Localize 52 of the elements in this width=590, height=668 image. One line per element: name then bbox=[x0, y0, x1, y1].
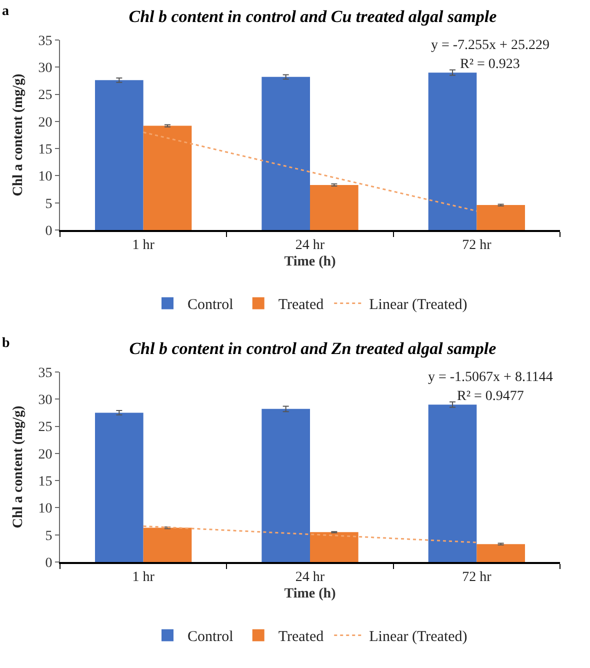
bar bbox=[95, 80, 144, 230]
y-tick-label: 30 bbox=[38, 393, 52, 408]
y-tick-label: 15 bbox=[38, 142, 52, 158]
x-tick-label: 24 hr bbox=[295, 238, 325, 253]
x-tick-label: 1 hr bbox=[132, 570, 155, 585]
y-tick-label: 20 bbox=[38, 447, 52, 462]
bar bbox=[143, 126, 192, 230]
bar bbox=[428, 404, 477, 562]
y-tick-label: 0 bbox=[45, 556, 52, 571]
y-tick-label: 5 bbox=[45, 196, 52, 212]
x-axis-title: Time (h) bbox=[284, 586, 336, 602]
y-tick-label: 5 bbox=[45, 528, 52, 544]
legend-label: Control bbox=[188, 297, 234, 314]
y-tick-label: 0 bbox=[45, 224, 52, 239]
annotation: y = -1.5067x + 8.1144 bbox=[428, 370, 553, 385]
x-axis-title: Time (h) bbox=[284, 254, 336, 270]
bar bbox=[476, 544, 525, 562]
x-tick-label: 72 hr bbox=[462, 238, 492, 253]
y-tick-label: 15 bbox=[38, 474, 52, 490]
y-tick-label: 30 bbox=[38, 61, 52, 76]
bar bbox=[262, 408, 310, 562]
bar bbox=[143, 528, 192, 562]
annotation: R² = 0.9477 bbox=[457, 389, 524, 404]
y-tick-label: 10 bbox=[38, 170, 52, 185]
y-tick-label: 35 bbox=[38, 366, 52, 381]
legend-label: Treated bbox=[278, 629, 324, 646]
legend-label: Linear (Treated) bbox=[369, 297, 468, 314]
y-tick-label: 10 bbox=[38, 502, 52, 517]
x-tick-label: 72 hr bbox=[462, 570, 492, 585]
bar bbox=[476, 205, 525, 230]
y-tick-label: 25 bbox=[38, 88, 52, 104]
x-tick-label: 1 hr bbox=[132, 238, 155, 253]
text: a bbox=[2, 4, 9, 19]
legend-label: Control bbox=[188, 629, 234, 646]
annotation: y = -7.255x + 25.229 bbox=[431, 38, 550, 53]
y-tick-label: 20 bbox=[38, 115, 52, 130]
legend-label: Linear (Treated) bbox=[369, 629, 468, 646]
chart-title: Chl b content in control and Cu treated algal sample bbox=[128, 6, 498, 26]
annotation: R² = 0.923 bbox=[460, 57, 520, 72]
text: b bbox=[2, 336, 10, 351]
bar bbox=[428, 72, 477, 230]
chart-title: Chl b content in control and Zn treated algal sample bbox=[129, 338, 497, 358]
y-tick-label: 35 bbox=[38, 34, 52, 49]
legend-label: Treated bbox=[278, 297, 324, 314]
bar bbox=[95, 412, 144, 562]
bar bbox=[310, 532, 358, 562]
x-tick-label: 24 hr bbox=[295, 570, 325, 585]
bar bbox=[262, 76, 310, 230]
y-tick-label: 25 bbox=[38, 420, 52, 436]
y-axis-title: Chl a content (mg/g) bbox=[11, 405, 26, 528]
y-axis-title: Chl a content (mg/g) bbox=[11, 73, 26, 196]
bar bbox=[310, 184, 358, 230]
